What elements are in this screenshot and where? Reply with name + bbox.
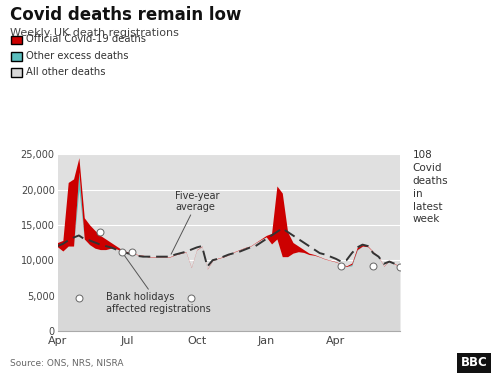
Text: Other excess deaths: Other excess deaths — [26, 51, 128, 61]
Text: BBC: BBC — [461, 356, 487, 369]
Text: Bank holidays
affected registrations: Bank holidays affected registrations — [106, 255, 210, 314]
Text: Covid deaths remain low: Covid deaths remain low — [10, 6, 241, 24]
Text: All other deaths: All other deaths — [26, 67, 106, 77]
Text: Five-year
average: Five-year average — [171, 191, 220, 254]
Text: Weekly UK death registrations: Weekly UK death registrations — [10, 28, 179, 38]
Text: Source: ONS, NRS, NISRA: Source: ONS, NRS, NISRA — [10, 359, 124, 368]
Text: Official Covid-19 deaths: Official Covid-19 deaths — [26, 35, 146, 44]
Text: 108
Covid
deaths
in
latest
week: 108 Covid deaths in latest week — [412, 150, 448, 224]
